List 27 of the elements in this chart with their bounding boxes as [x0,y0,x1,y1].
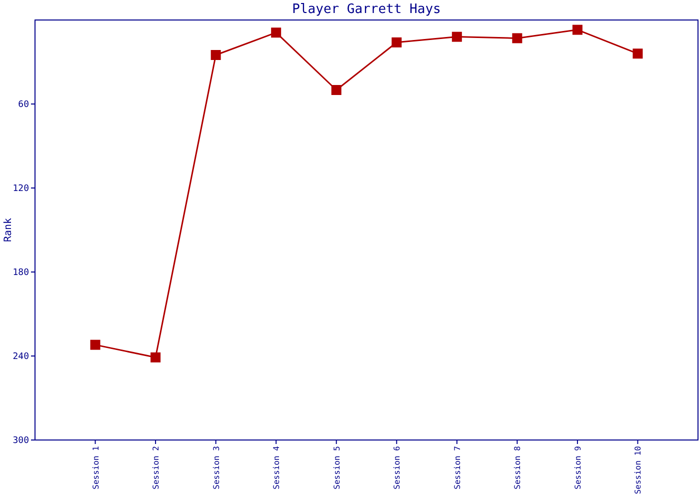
point [392,37,402,48]
x-tick-label: Session 8 [513,446,522,490]
point [90,340,100,350]
x-tick-label: Session 5 [332,446,342,490]
x-tick-label: Session 1 [91,446,100,490]
x-tick-label: Session 7 [452,446,462,490]
y-axis-title: Rank [3,218,14,242]
point [210,50,221,60]
x-tick-label: Session 3 [212,446,221,490]
point [572,24,582,35]
point [512,33,522,44]
y-tick-label: 120 [12,184,29,194]
point [452,32,462,42]
x-tick-label: Session 6 [392,446,402,490]
point [331,85,342,95]
chart-title: Player Garrett Hays [292,2,441,17]
x-tick-label: Session 2 [152,446,161,490]
y-tick-label: 240 [12,352,29,362]
y-tick-label: 180 [12,268,29,278]
x-tick-label: Session 4 [272,446,282,490]
point [632,48,643,59]
x-tick-label: Session 9 [573,446,582,490]
point [271,28,282,38]
x-tick-label: Session 10 [634,446,643,494]
y-tick-label: 60 [18,100,29,110]
y-tick-label: 300 [12,436,29,446]
point [150,352,161,362]
